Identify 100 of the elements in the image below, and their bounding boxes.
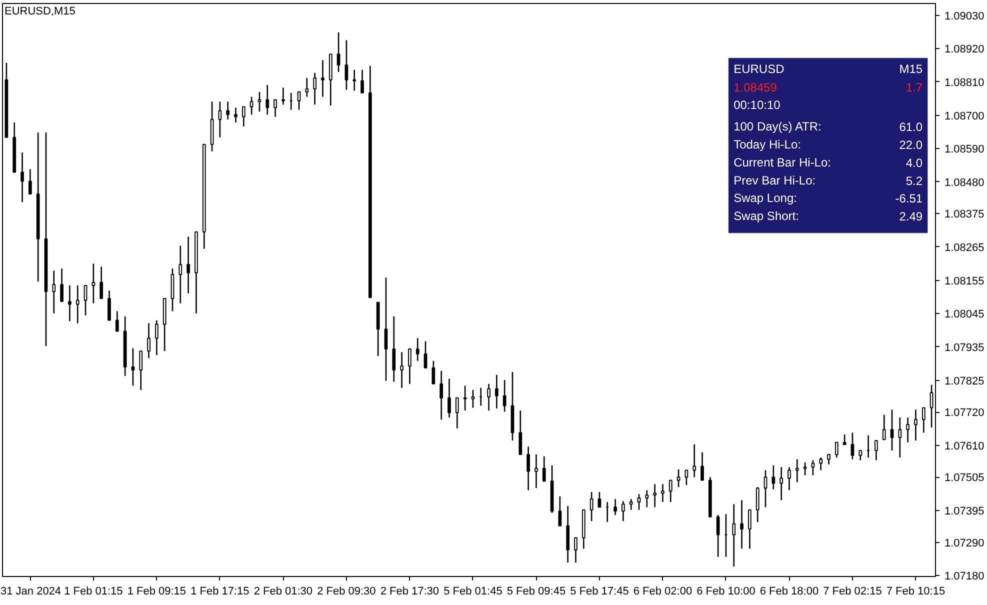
candlestick	[186, 236, 190, 294]
annotation: 2.49	[899, 210, 923, 224]
candlestick	[676, 468, 680, 488]
candlestick	[692, 444, 696, 478]
candlestick	[400, 351, 404, 388]
candlestick	[487, 383, 490, 412]
candlestick	[84, 284, 88, 316]
candlestick	[92, 263, 96, 304]
annotation: 61.0	[899, 120, 923, 134]
annotation: 00:10:10	[734, 98, 781, 112]
candlestick	[914, 408, 918, 442]
y-tick-label: 1.07290	[944, 537, 984, 550]
candlestick	[732, 503, 736, 568]
candlestick	[922, 407, 926, 434]
candlestick	[811, 460, 815, 476]
candlestick	[100, 266, 104, 300]
x-tick-label: 6 Feb 10:00	[696, 586, 756, 598]
candlestick	[637, 493, 641, 511]
candlestick	[629, 498, 633, 511]
annotation: 100 Day(s) ATR:	[734, 120, 822, 134]
chart-title: EURUSD,M15	[4, 5, 76, 18]
candlestick	[614, 498, 617, 516]
y-tick-label: 1.07825	[944, 375, 984, 388]
x-tick-label: 31 Jan 2024	[0, 586, 62, 598]
x-tick-label: 2 Feb 01:30	[254, 586, 313, 598]
candlestick	[534, 454, 538, 489]
candlestick	[76, 284, 80, 324]
y-tick-label: 1.08155	[944, 275, 984, 288]
candlestick	[424, 340, 428, 368]
candlestick	[819, 456, 823, 471]
candlestick	[858, 450, 862, 461]
annotation: EURUSD	[734, 62, 785, 76]
candlestick	[621, 500, 625, 522]
candlestick	[850, 432, 854, 460]
candlestick	[834, 442, 838, 458]
candlestick	[139, 350, 143, 391]
candlestick	[282, 87, 285, 106]
candlestick	[740, 500, 744, 550]
candlestick	[827, 454, 830, 466]
y-tick-label: 1.08810	[944, 76, 984, 89]
candlestick	[795, 458, 799, 483]
candlestick	[455, 397, 459, 430]
x-tick-label: 5 Feb 09:45	[506, 586, 566, 598]
y-tick-label: 1.07610	[944, 440, 984, 452]
candlestick	[274, 99, 277, 118]
candlestick	[502, 379, 506, 412]
candlestick	[344, 39, 348, 90]
candlestick	[226, 100, 230, 120]
candlestick	[558, 496, 562, 527]
candlestick	[882, 414, 886, 440]
annotation: Prev Bar Hi-Lo:	[734, 173, 816, 188]
x-tick-label: 6 Feb 02:00	[633, 586, 692, 598]
y-tick-label: 1.07505	[944, 472, 984, 484]
candlestick	[52, 270, 56, 314]
candlestick	[748, 509, 752, 550]
candlestick	[352, 69, 356, 92]
candlestick	[842, 434, 846, 446]
annotation: Swap Short:	[734, 209, 799, 224]
annotation: Current Bar Hi-Lo:	[734, 155, 831, 170]
candlestick	[131, 348, 135, 386]
annotation: 5.2	[906, 174, 923, 188]
candlestick	[874, 440, 878, 461]
candlestick	[645, 490, 649, 508]
x-tick-label: 7 Feb 02:15	[823, 586, 882, 598]
y-tick-label: 1.07180	[944, 570, 984, 583]
candlestick	[756, 486, 760, 523]
candlestick	[653, 483, 656, 508]
y-tick-label: 1.08920	[944, 44, 984, 56]
candlestick	[178, 245, 182, 304]
candlestick	[266, 84, 270, 116]
candlestick	[28, 168, 32, 195]
x-tick-label: 1 Feb 09:15	[127, 586, 186, 598]
candlestick	[408, 348, 412, 385]
candlestick	[590, 491, 594, 522]
candlestick	[321, 59, 324, 98]
annotation: 1.7	[906, 80, 923, 94]
candlestick	[518, 410, 522, 456]
y-tick-label: 1.08590	[944, 144, 984, 156]
candlestick	[242, 106, 246, 128]
candlestick	[305, 77, 309, 98]
y-tick-label: 1.08375	[944, 208, 984, 221]
x-tick-label: 7 Feb 10:15	[886, 586, 946, 598]
y-tick-label: 1.08700	[944, 110, 984, 122]
candlestick	[906, 416, 910, 443]
candlestick	[20, 152, 24, 203]
candlestick	[313, 72, 317, 106]
candlestick	[416, 338, 420, 362]
candlestick	[115, 310, 119, 332]
annotation: Today Hi-Lo:	[734, 138, 801, 152]
candlestick	[803, 462, 807, 476]
candlestick	[384, 276, 388, 382]
candlestick	[108, 290, 111, 321]
candlestick	[170, 268, 174, 312]
candlestick	[68, 284, 72, 322]
annotation: 4.0	[906, 156, 923, 170]
candlestick	[234, 107, 238, 124]
x-tick-label: 1 Feb 17:15	[190, 586, 250, 598]
candlestick	[392, 316, 396, 382]
candlestick	[598, 491, 602, 508]
candlestick	[218, 100, 222, 138]
